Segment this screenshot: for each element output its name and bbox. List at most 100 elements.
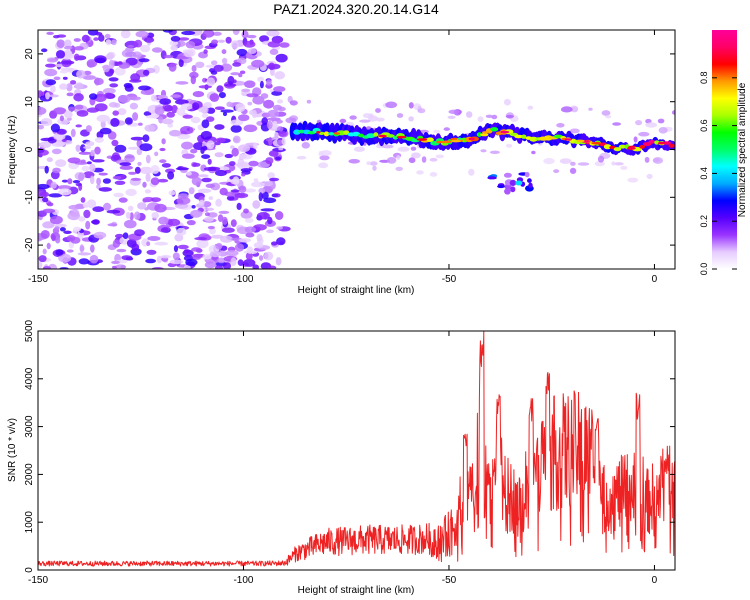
noise-blob [151, 212, 159, 219]
noise-blob [129, 102, 138, 110]
noise-blob [48, 193, 63, 198]
noise-blob [89, 254, 99, 264]
ridge-hotspot [591, 141, 602, 145]
noise-blob [218, 210, 230, 214]
noise-blob [238, 73, 243, 78]
y-tick-label: 3000 [24, 415, 35, 438]
noise-blob [251, 181, 265, 188]
noise-blob [130, 136, 144, 141]
noise-blob [234, 192, 249, 199]
noise-blob [253, 142, 258, 150]
noise-blob [275, 156, 282, 161]
noise-blob [217, 39, 225, 43]
ridge-halo [429, 157, 438, 162]
noise-blob [145, 173, 151, 182]
noise-blob [269, 48, 279, 56]
noise-blob [121, 255, 133, 261]
noise-blob [94, 146, 101, 155]
noise-blob [124, 154, 135, 163]
noise-blob [68, 106, 76, 112]
noise-blob [225, 250, 239, 257]
noise-blob [59, 69, 68, 74]
ridge-halo [657, 118, 665, 124]
noise-blob [214, 106, 225, 110]
noise-blob [276, 237, 286, 246]
noise-blob [186, 220, 196, 226]
noise-blob [218, 92, 226, 99]
noise-blob [39, 141, 52, 148]
ridge-halo [477, 116, 484, 122]
noise-blob [236, 57, 247, 65]
snr-series-line [38, 331, 675, 567]
noise-blob [114, 66, 126, 76]
noise-blob [146, 241, 151, 246]
ridge-halo [319, 155, 330, 161]
noise-blob [81, 165, 90, 172]
ridge-halo [411, 152, 421, 159]
noise-blob [42, 266, 51, 269]
noise-blob [74, 82, 84, 90]
ridge-halo [369, 161, 378, 166]
noise-blob [234, 243, 245, 252]
noise-blob [220, 235, 233, 243]
noise-blob [73, 53, 80, 61]
ridge-halo [408, 102, 414, 109]
noise-blob [259, 80, 264, 89]
noise-blob [61, 179, 69, 183]
noise-blob [103, 202, 112, 211]
noise-blob [201, 177, 212, 183]
noise-blob [230, 189, 240, 193]
noise-blob [265, 157, 274, 165]
noise-blob [238, 114, 250, 122]
ridge-halo [320, 150, 332, 156]
colorbar-tick-label: 0.4 [699, 167, 709, 180]
noise-blob [156, 255, 162, 264]
noise-blob [206, 207, 215, 211]
noise-blob [274, 131, 279, 139]
ridge-halo [644, 156, 650, 163]
noise-blob [214, 124, 225, 130]
noise-blob [214, 152, 224, 158]
noise-blob [96, 177, 101, 186]
noise-blob [108, 77, 119, 82]
noise-blob [56, 39, 65, 48]
noise-blob [115, 264, 127, 269]
noise-blob [267, 41, 281, 48]
noise-blob [82, 202, 90, 209]
noise-blob [38, 261, 43, 269]
noise-blob [134, 166, 141, 174]
ridge-halo [443, 127, 450, 131]
colorbar-ticks: 0.0 0.2 0.4 0.6 0.8 [699, 72, 737, 275]
ridge-halo [627, 177, 639, 183]
ridge-hotspot [396, 135, 407, 139]
ridge-halo [553, 169, 560, 174]
x-tick-label: -100 [233, 274, 253, 285]
noise-blob [183, 50, 194, 58]
noise-blob [229, 145, 235, 150]
noise-blob [167, 123, 174, 128]
noise-blob [247, 48, 257, 54]
noise-blob [73, 93, 84, 102]
noise-blob [38, 255, 47, 263]
ridge-core [490, 127, 499, 132]
noise-blob [76, 110, 89, 117]
colorbar: 0.0 0.2 0.4 0.6 0.8 Normalized spectral ampl… [699, 30, 748, 275]
noise-blob [237, 157, 245, 167]
ridge-halo [588, 107, 593, 111]
noise-blob [203, 49, 208, 54]
noise-blob [230, 72, 241, 76]
noise-blob [124, 117, 133, 125]
noise-blob [260, 93, 269, 99]
noise-blob [92, 159, 105, 163]
noise-blob [107, 223, 118, 227]
noise-blob [106, 209, 121, 214]
noise-blob [244, 188, 257, 193]
noise-blob [267, 109, 280, 118]
noise-blob [274, 71, 286, 80]
noise-blob [198, 199, 205, 206]
noise-blob [206, 77, 216, 86]
noise-blob [273, 38, 283, 43]
noise-blob [82, 75, 96, 80]
noise-blob [182, 153, 195, 159]
noise-blob [235, 103, 246, 113]
